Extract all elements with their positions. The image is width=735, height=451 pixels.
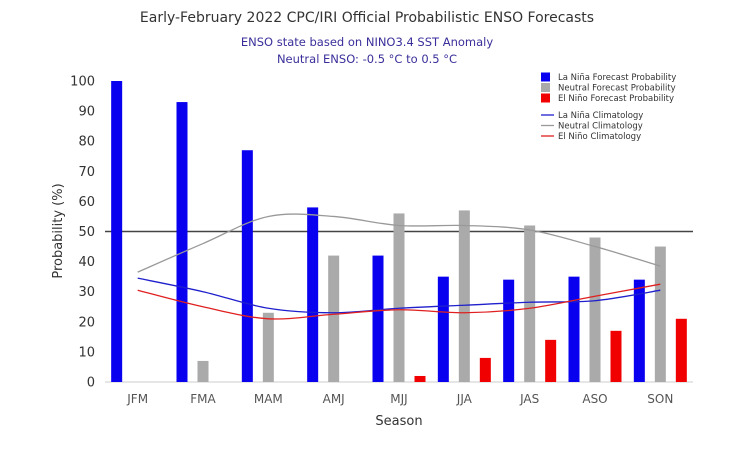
y-tick-label: 60 xyxy=(78,195,95,210)
bar-neutral-forecast-probability xyxy=(328,255,340,382)
line-la-ni-a-climatology xyxy=(137,277,661,314)
y-tick-label: 0 xyxy=(87,376,95,391)
bar-el-ni-o-forecast-probability xyxy=(610,330,622,382)
bar-la-ni-a-forecast-probability xyxy=(503,279,515,382)
bar-el-ni-o-forecast-probability xyxy=(414,375,426,382)
bar-el-ni-o-forecast-probability xyxy=(675,318,687,382)
bar-la-ni-a-forecast-probability xyxy=(176,102,188,382)
bar-neutral-forecast-probability xyxy=(262,312,274,382)
bar-neutral-forecast-probability xyxy=(524,225,536,382)
y-tick-label: 40 xyxy=(78,255,95,270)
legend-label: El Niño Climatology xyxy=(558,132,641,142)
bar-neutral-forecast-probability xyxy=(589,237,601,382)
bar-la-ni-a-forecast-probability xyxy=(241,150,253,382)
x-tick-label: FMA xyxy=(190,392,216,406)
bar-el-ni-o-forecast-probability xyxy=(479,357,491,382)
y-tick-label: 70 xyxy=(78,165,95,180)
y-tick-label: 80 xyxy=(78,135,95,150)
legend-label: La Niña Climatology xyxy=(558,111,643,121)
plot-area: 0 10 20 30 40 50 60 70 80 90 100 JFM FMA MAM AMJ MJJ JJA… xyxy=(70,75,693,406)
y-tick-label: 10 xyxy=(78,345,95,360)
bar-neutral-forecast-probability xyxy=(197,360,209,382)
line-el-ni-o-climatology xyxy=(137,283,661,320)
bar-neutral-forecast-probability xyxy=(654,246,666,382)
legend-swatch xyxy=(541,83,550,92)
y-tick-label: 90 xyxy=(78,105,95,120)
bar-la-ni-a-forecast-probability xyxy=(633,279,645,382)
x-tick-label: MAM xyxy=(254,392,283,406)
chart-subtitle-line-1: ENSO state based on NINO3.4 SST Anomaly xyxy=(241,35,494,49)
x-tick-label: MJJ xyxy=(390,392,407,406)
chart-subtitle-line-2: Neutral ENSO: -0.5 °C to 0.5 °C xyxy=(277,52,457,66)
bar-neutral-forecast-probability xyxy=(458,210,470,382)
y-axis-label: Probability (%) xyxy=(51,183,66,278)
y-tick-label: 50 xyxy=(78,225,95,240)
legend-swatch xyxy=(541,93,550,103)
bar-la-ni-a-forecast-probability xyxy=(307,207,319,382)
bar-neutral-forecast-probability xyxy=(393,213,405,382)
legend-label: La Niña Forecast Probability xyxy=(558,73,676,83)
x-tick-label: ASO xyxy=(582,392,607,406)
chart-title: Early-February 2022 CPC/IRI Official Pro… xyxy=(140,10,594,26)
legend-label: Neutral Forecast Probability xyxy=(558,84,676,94)
y-tick-label: 30 xyxy=(78,285,95,300)
x-tick-label: SON xyxy=(647,392,673,406)
y-tick-label: 20 xyxy=(78,315,95,330)
x-tick-label: AMJ xyxy=(323,392,345,406)
bar-la-ni-a-forecast-probability xyxy=(568,276,580,382)
x-tick-label: JAS xyxy=(519,392,539,406)
legend-swatch xyxy=(541,72,550,82)
bar-la-ni-a-forecast-probability xyxy=(372,255,384,382)
bar-la-ni-a-forecast-probability xyxy=(437,276,449,382)
line-neutral-climatology xyxy=(137,213,661,273)
legend-label: Neutral Climatology xyxy=(558,122,643,132)
bar-la-ni-a-forecast-probability xyxy=(111,81,123,382)
y-tick-label: 100 xyxy=(70,75,95,90)
legend-label: El Niño Forecast Probability xyxy=(558,94,674,104)
x-tick-label: JJA xyxy=(456,392,473,406)
x-tick-label: JFM xyxy=(126,392,148,406)
bar-el-ni-o-forecast-probability xyxy=(545,339,557,382)
x-axis-label: Season xyxy=(375,414,422,429)
